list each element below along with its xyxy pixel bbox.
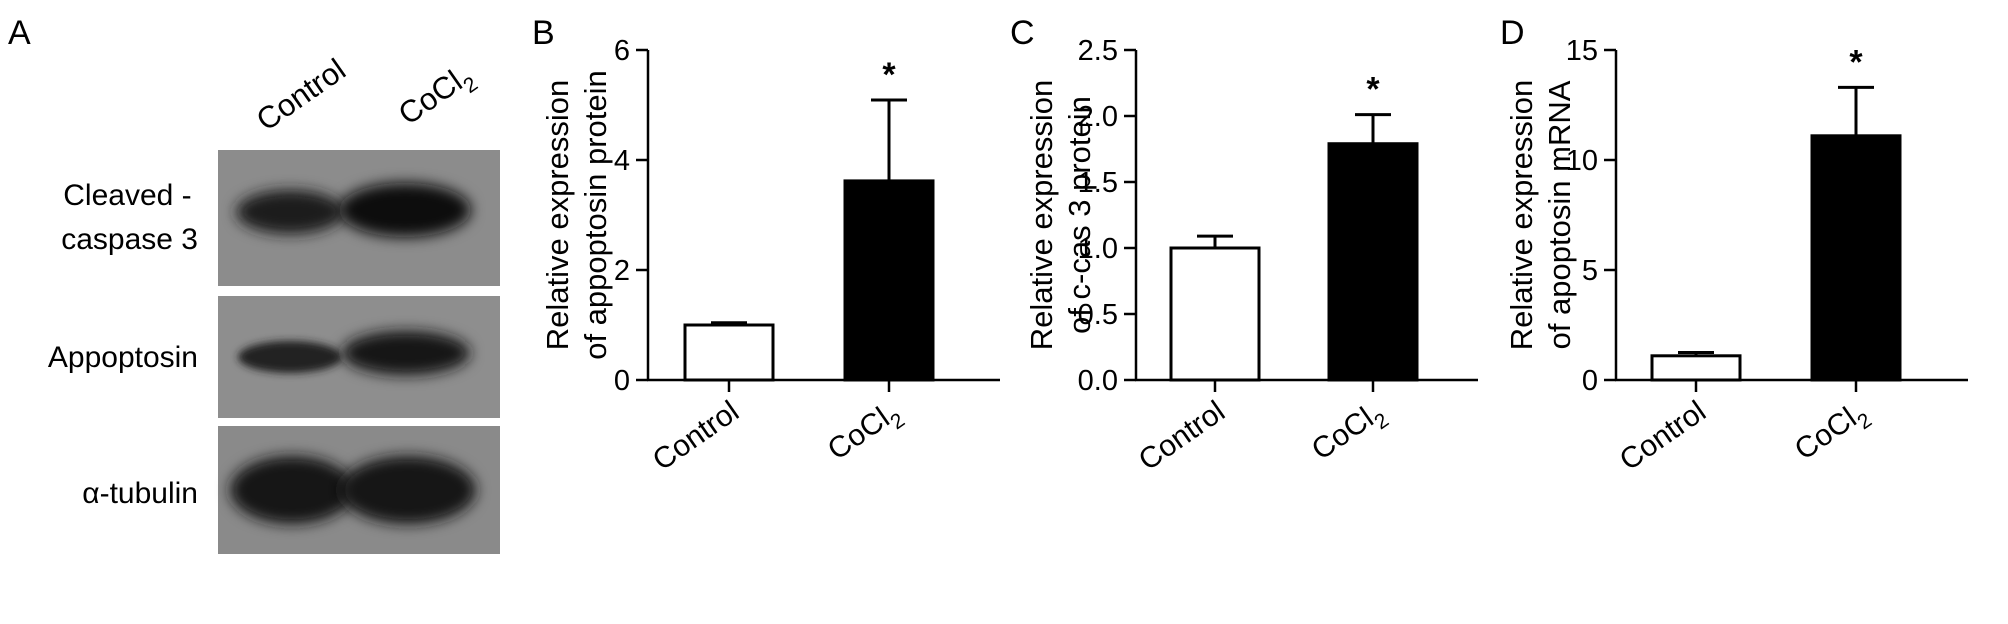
row-label-appoptosin: Appoptosin (48, 341, 198, 374)
blot-strip-cleaved-caspase3 (218, 150, 500, 286)
band-cocl2 (342, 331, 470, 375)
x-tick-label: Control (1133, 395, 1231, 478)
blot-strip-alpha-tubulin (218, 426, 500, 554)
y-tick-label: 2.5 (1078, 35, 1118, 67)
x-tick-label-main: CoCl (1789, 401, 1863, 466)
bar-cocl2 (1810, 134, 1902, 382)
y-tick-label: 2.0 (1078, 101, 1118, 133)
band-cocl2 (339, 183, 471, 237)
y-tick-label: 0 (1582, 365, 1598, 397)
chart-panel-c: 0.0 0.5 1.0 1.5 2.0 2.5 Relative expression of … (1024, 35, 1478, 477)
y-tick-label: 4 (614, 145, 630, 177)
x-tick-label: CoCl2 (1789, 395, 1876, 473)
x-tick-label: Control (1614, 395, 1712, 478)
y-tick-label: 1.5 (1078, 167, 1118, 199)
lane-label-cocl2: CoCl2 (392, 57, 482, 138)
y-tick-label: 15 (1566, 35, 1598, 67)
bar-cocl2 (1327, 142, 1419, 382)
row-label-cleaved-caspase3: Cleaved - caspase 3 (61, 179, 200, 256)
panel-letter-b: B (532, 14, 555, 52)
significance-marker: * (1366, 71, 1380, 109)
bar-control (683, 323, 775, 382)
band-control (230, 456, 354, 524)
chart-panel-b: 0 2 4 6 Relative expression of appoptosin pro… (540, 35, 1000, 477)
y-tick-label: 0.5 (1078, 299, 1118, 331)
y-axis-title: of appoptosin protein (578, 70, 613, 360)
panel-letter-d: D (1500, 14, 1525, 52)
y-tick-label: 6 (614, 35, 630, 67)
y-axis-title: Relative expression (1024, 80, 1059, 351)
lane-label-control: Control (250, 52, 352, 138)
x-tick-label-main: CoCl (822, 401, 896, 466)
band-control (238, 341, 342, 373)
lane-labels: Control CoCl2 (250, 52, 482, 138)
band-control (236, 190, 344, 234)
y-axis-title: of apoptosin mRNA (1542, 80, 1577, 349)
x-tick-label: CoCl2 (1306, 395, 1393, 473)
panel-letter-a: A (8, 14, 31, 52)
band-cocl2 (340, 456, 476, 524)
significance-marker: * (1849, 43, 1863, 81)
y-tick-label: 0.0 (1078, 365, 1118, 397)
y-tick-label: 0 (614, 365, 630, 397)
bar-control (1169, 246, 1261, 382)
y-axis-title: Relative expression (1504, 80, 1539, 351)
panel-letter-c: C (1010, 14, 1035, 52)
panel-a: A Control CoCl2 Cleaved - caspase 3 (8, 14, 500, 554)
y-tick-label: 2 (614, 255, 630, 287)
y-tick-label: 5 (1582, 255, 1598, 287)
bar-control (1650, 354, 1742, 382)
x-tick-label: CoCl2 (822, 395, 909, 473)
blot-row-labels: Cleaved - caspase 3 Appoptosin α-tubulin (48, 179, 200, 510)
chart-panel-d: 0 5 10 15 Relative expression of apoptosin mR… (1504, 35, 1968, 477)
y-axis-title: Relative expression (540, 80, 575, 351)
y-tick-label: 1.0 (1078, 233, 1118, 265)
y-axis-title: of c-cas 3 protein (1062, 96, 1097, 334)
bar-cocl2 (843, 179, 935, 382)
blot-strip-appoptosin (218, 296, 500, 418)
y-tick-label: 10 (1566, 145, 1598, 177)
significance-marker: * (882, 56, 896, 94)
x-tick-label-main: CoCl (1306, 401, 1380, 466)
row-label-alpha-tubulin: α-tubulin (82, 477, 198, 510)
x-tick-label: Control (647, 395, 745, 478)
